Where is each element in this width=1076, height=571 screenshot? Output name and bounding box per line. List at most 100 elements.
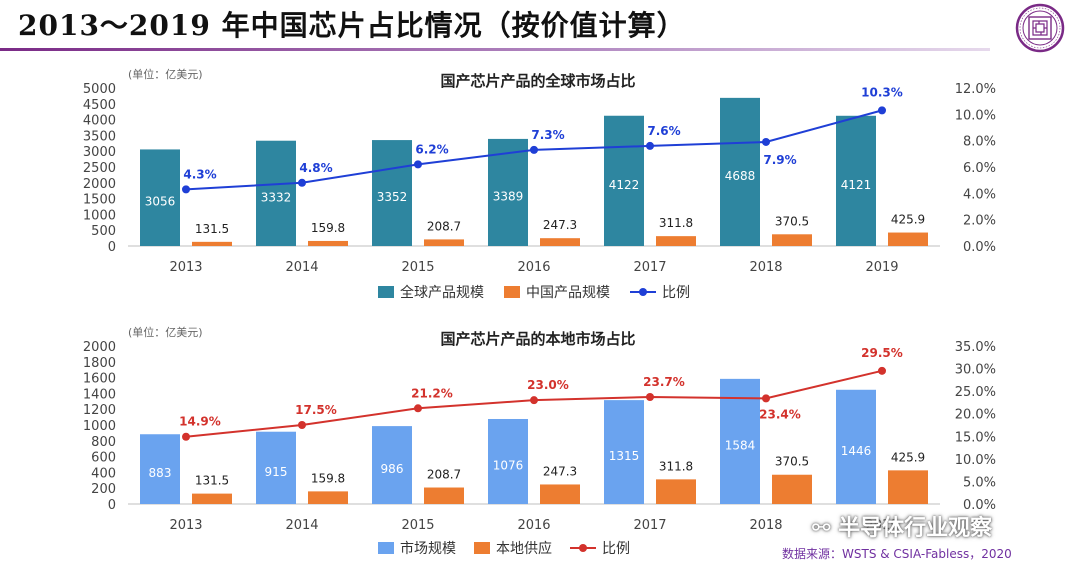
x-tick-label: 2016 — [517, 518, 550, 533]
y-tick-label: 2000 — [83, 177, 116, 192]
y2-tick-label: 25.0% — [955, 385, 996, 400]
bar-data-label: 208.7 — [427, 219, 461, 233]
slide-title: 2013～2019 年中国芯片占比情况（按价值计算） — [18, 9, 686, 42]
y2-tick-label: 15.0% — [955, 430, 996, 445]
y2-tick-label: 12.0% — [955, 82, 996, 97]
bar-data-label: 159.8 — [311, 471, 345, 485]
bar-data-label: 131.5 — [195, 222, 229, 236]
ratio-data-label: 6.2% — [415, 142, 448, 156]
x-tick-label: 2014 — [285, 518, 318, 533]
bar-data-label: 3389 — [493, 189, 524, 203]
y2-tick-label: 6.0% — [963, 161, 996, 176]
ratio-point — [298, 178, 306, 187]
y-tick-label: 2000 — [83, 340, 116, 355]
bar-data-label: 311.8 — [659, 459, 693, 473]
ratio-data-label: 21.2% — [411, 386, 453, 400]
chart-title: 国产芯片产品的本地市场占比 — [440, 330, 635, 348]
bar-data-label: 3056 — [145, 195, 176, 209]
bar — [424, 239, 464, 246]
legend-swatch — [378, 286, 394, 298]
y2-tick-label: 0.0% — [963, 498, 996, 513]
bar-data-label: 1315 — [609, 449, 640, 463]
ratio-data-label: 10.3% — [861, 85, 903, 99]
y-tick-label: 1800 — [83, 356, 116, 371]
ratio-point — [530, 145, 538, 154]
bar — [256, 140, 296, 246]
legend-label: 比例 — [602, 541, 630, 557]
bar — [540, 238, 580, 246]
legend-label: 中国产品规模 — [526, 285, 610, 301]
bar-data-label: 883 — [149, 466, 172, 480]
x-tick-label: 2018 — [749, 518, 782, 533]
y-tick-label: 4500 — [83, 98, 116, 113]
chart-unit-label: (单位：亿美元) — [128, 67, 203, 81]
bar — [772, 234, 812, 246]
y2-tick-label: 10.0% — [955, 453, 996, 468]
ratio-point — [414, 160, 422, 169]
ratio-point — [762, 394, 770, 403]
y-tick-label: 1600 — [83, 372, 116, 387]
y2-tick-label: 5.0% — [963, 475, 996, 490]
bar — [308, 491, 348, 504]
bar — [488, 138, 528, 246]
bar-data-label: 370.5 — [775, 214, 809, 228]
y-tick-label: 400 — [91, 466, 116, 481]
bar — [836, 389, 876, 504]
bar — [192, 241, 232, 246]
y-tick-label: 1400 — [83, 387, 116, 402]
bar — [772, 474, 812, 504]
bar-data-label: 159.8 — [311, 221, 345, 235]
bar-data-label: 247.3 — [543, 218, 577, 232]
y-tick-label: 3000 — [83, 145, 116, 160]
x-tick-label: 2019 — [865, 260, 898, 275]
bar — [140, 434, 180, 504]
ratio-point — [878, 366, 886, 375]
ratio-data-label: 4.3% — [183, 167, 216, 181]
y-tick-label: 0 — [108, 240, 116, 255]
local-share-chart: (单位：亿美元) 国产芯片产品的本地市场占比 02004006008001000… — [83, 325, 996, 557]
y2-tick-label: 10.0% — [955, 108, 996, 123]
bar — [540, 484, 580, 504]
ratio-data-label: 23.0% — [527, 378, 569, 392]
ratio-data-label: 7.6% — [647, 124, 680, 138]
legend-label: 全球产品规模 — [400, 284, 484, 301]
bar-data-label: 370.5 — [775, 455, 809, 469]
ratio-point — [298, 421, 306, 429]
y-tick-label: 1000 — [83, 419, 116, 434]
ratio-data-label: 29.5% — [861, 346, 903, 360]
ratio-point — [646, 141, 654, 150]
bar — [424, 487, 464, 504]
legend-label: 市场规模 — [400, 540, 456, 557]
bar-data-label: 1584 — [725, 438, 756, 452]
ratio-data-label: 23.7% — [643, 375, 685, 389]
y-tick-label: 500 — [91, 224, 116, 239]
bar — [192, 493, 232, 504]
x-tick-label: 2016 — [517, 260, 550, 275]
bar — [604, 115, 644, 246]
bar-data-label: 4121 — [841, 178, 872, 192]
legend-label: 本地供应 — [496, 540, 552, 557]
ratio-point — [646, 393, 654, 402]
ratio-data-label: 17.5% — [295, 403, 337, 417]
bar — [488, 418, 528, 504]
y-tick-label: 600 — [91, 451, 116, 466]
y-tick-label: 2500 — [83, 161, 116, 176]
bar — [656, 479, 696, 504]
x-tick-label: 2017 — [633, 260, 666, 275]
y-tick-label: 4000 — [83, 114, 116, 129]
bar-data-label: 915 — [265, 465, 288, 479]
ratio-point — [182, 432, 190, 441]
y2-tick-label: 0.0% — [963, 240, 996, 255]
university-seal-icon — [1015, 3, 1065, 53]
x-tick-label: 2019 — [865, 518, 898, 533]
title-rule — [0, 48, 990, 51]
x-tick-label: 2018 — [749, 260, 782, 275]
y-tick-label: 1200 — [83, 403, 116, 418]
bar-data-label: 3352 — [377, 190, 408, 204]
x-tick-label: 2015 — [401, 518, 434, 533]
bar — [720, 378, 760, 504]
x-tick-label: 2015 — [401, 260, 434, 275]
bar — [140, 149, 180, 246]
y-tick-label: 800 — [91, 435, 116, 450]
x-tick-label: 2014 — [285, 260, 318, 275]
